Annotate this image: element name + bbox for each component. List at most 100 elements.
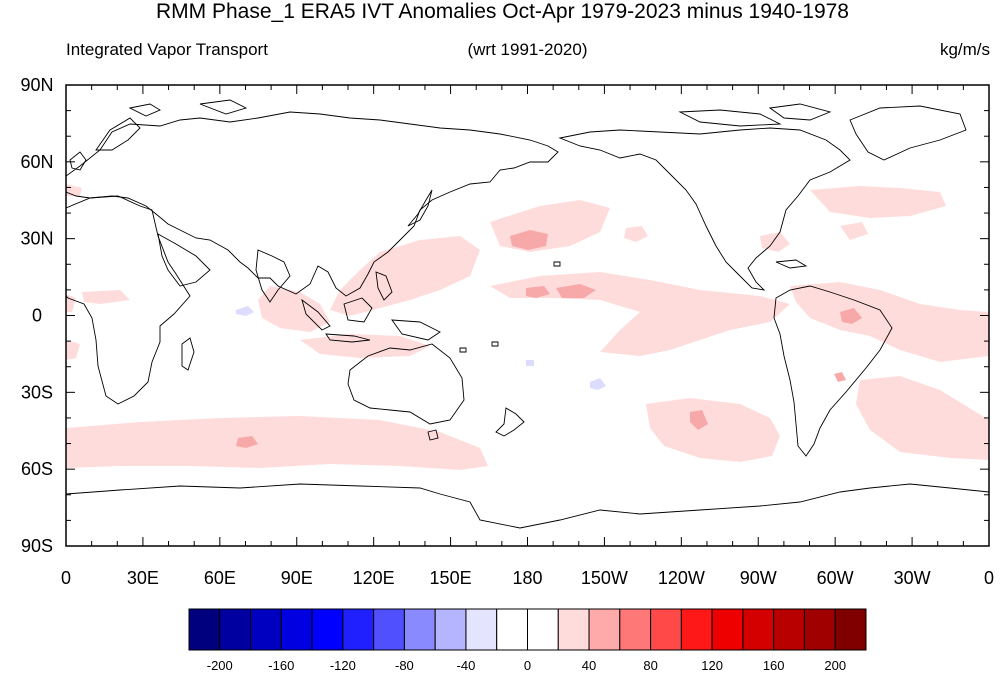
colorbar-swatch bbox=[311, 608, 344, 651]
colorbar-swatch bbox=[773, 608, 805, 651]
colorbar-swatch bbox=[803, 608, 836, 651]
lon-tick-label: 30E bbox=[127, 568, 159, 588]
lon-tick-label: 90W bbox=[740, 568, 777, 588]
colorbar-label: -120 bbox=[330, 658, 356, 673]
lat-tick-label: 60S bbox=[21, 459, 53, 479]
antarctica-outline bbox=[66, 483, 989, 529]
lat-tick-label: 90N bbox=[20, 75, 53, 95]
new-guinea-outline bbox=[391, 319, 441, 341]
colorbar-label: -40 bbox=[457, 658, 476, 673]
anomaly-core-central-pacific-1 bbox=[526, 286, 550, 298]
lon-tick-label: 0 bbox=[984, 568, 994, 588]
colorbar-swatch bbox=[527, 608, 559, 651]
colorbar-label: 160 bbox=[763, 658, 785, 673]
continent-outlines bbox=[66, 99, 989, 529]
british-isles-outline bbox=[69, 151, 87, 171]
new-zealand-outline bbox=[495, 407, 525, 437]
anomaly-region-south-pacific bbox=[646, 398, 780, 462]
anomaly-region-west-pacific bbox=[330, 236, 480, 316]
philippines-outline bbox=[375, 271, 393, 301]
colorbar-swatch bbox=[588, 608, 621, 651]
india-outline bbox=[255, 249, 291, 303]
borneo-outline bbox=[343, 297, 373, 323]
latitude-tick-labels: 90N 60N 30N 0 30S 60S 90S bbox=[20, 75, 53, 556]
lat-tick-label: 90S bbox=[21, 536, 53, 556]
anomaly-region-south-indian bbox=[66, 416, 488, 470]
colorbar-swatch bbox=[650, 608, 682, 651]
colorbar-swatch bbox=[434, 608, 467, 651]
lon-tick-label: 0 bbox=[61, 568, 71, 588]
map-title: RMM Phase_1 ERA5 IVT Anomalies Oct-Apr 1… bbox=[156, 0, 849, 23]
colorbar-swatch bbox=[619, 608, 652, 651]
variable-label: Integrated Vapor Transport bbox=[66, 40, 268, 59]
africa-outline bbox=[66, 195, 191, 405]
anomaly-core-south-indian bbox=[236, 436, 258, 448]
longitude-tick-labels: 0 30E 60E 90E 120E 150E 180 150W 120W 90W 60W 30W 0 bbox=[61, 568, 994, 588]
colorbar-swatch bbox=[188, 608, 221, 651]
anomaly-core-central-pacific-2 bbox=[556, 284, 596, 298]
south-america-outline bbox=[773, 285, 893, 457]
colorbar-swatch bbox=[403, 608, 436, 651]
colorbar-swatch bbox=[250, 608, 282, 651]
anomaly-core-north-pacific bbox=[510, 230, 548, 250]
java-outline bbox=[325, 333, 371, 343]
colorbar-label: -80 bbox=[395, 658, 414, 673]
colorbar-swatch bbox=[834, 608, 867, 651]
colorbar-label: 40 bbox=[582, 658, 596, 673]
anomaly-core-south-pacific bbox=[690, 410, 708, 430]
anomaly-negative-indian bbox=[236, 306, 254, 316]
colorbar-label: -160 bbox=[268, 658, 294, 673]
north-america-outline bbox=[558, 127, 851, 291]
lon-tick-label: 60W bbox=[817, 568, 854, 588]
colorbar-label: 0 bbox=[524, 658, 531, 673]
lon-tick-label: 120W bbox=[658, 568, 705, 588]
lon-tick-label: 60E bbox=[204, 568, 236, 588]
anomaly-region-central-pacific bbox=[490, 272, 790, 356]
colorbar-label: 80 bbox=[643, 658, 657, 673]
scandinavia-outline bbox=[95, 117, 141, 151]
lat-tick-label: 60N bbox=[20, 152, 53, 172]
anomaly-region-north-pacific bbox=[490, 200, 610, 252]
colorbar-swatch bbox=[465, 608, 498, 651]
colorbar-swatch bbox=[711, 608, 744, 651]
colorbar-swatch bbox=[342, 608, 375, 651]
lon-tick-label: 90E bbox=[281, 568, 313, 588]
greenland-outline bbox=[849, 105, 967, 161]
anomaly-shading bbox=[66, 184, 989, 470]
colorbar-swatch bbox=[742, 608, 775, 651]
colorbar-swatch bbox=[280, 608, 313, 651]
colorbar-swatch bbox=[219, 608, 252, 651]
anomaly-region-south-atlantic bbox=[856, 376, 989, 460]
colorbar-labels: -200 -160 -120 -80 -40 0 40 80 120 160 200 bbox=[207, 658, 846, 673]
colorbar-label: 200 bbox=[824, 658, 846, 673]
cuba-outline bbox=[775, 259, 808, 269]
reference-period-label: (wrt 1991-2020) bbox=[467, 40, 588, 59]
japan-outline bbox=[407, 189, 433, 227]
sumatra-outline bbox=[301, 298, 331, 331]
anomaly-region-north-atlantic bbox=[810, 186, 946, 218]
lon-tick-label: 180 bbox=[512, 568, 542, 588]
anomaly-region-maritime-south bbox=[300, 334, 430, 358]
lon-tick-label: 150E bbox=[430, 568, 472, 588]
colorbar-label: -200 bbox=[207, 658, 233, 673]
lat-tick-label: 0 bbox=[32, 306, 42, 326]
colorbar-swatch bbox=[496, 608, 528, 651]
madagascar-outline bbox=[181, 337, 195, 371]
lat-tick-label: 30N bbox=[20, 229, 53, 249]
colorbar bbox=[188, 608, 867, 651]
lon-tick-label: 30W bbox=[894, 568, 931, 588]
tasmania-outline bbox=[427, 429, 439, 441]
colorbar-swatch bbox=[557, 608, 590, 651]
anomaly-core-amazon bbox=[840, 308, 862, 324]
eurasia-outline bbox=[66, 111, 559, 297]
colorbar-swatch bbox=[373, 608, 405, 651]
australia-outline bbox=[347, 343, 465, 425]
axis-ticks bbox=[65, 84, 990, 547]
arabia-outline bbox=[157, 233, 211, 287]
anomaly-region-tropical-atlantic bbox=[790, 282, 989, 362]
colorbar-swatch bbox=[680, 608, 713, 651]
colorbar-label: 120 bbox=[701, 658, 723, 673]
lon-tick-label: 120E bbox=[353, 568, 395, 588]
units-label: kg/m/s bbox=[939, 40, 990, 59]
